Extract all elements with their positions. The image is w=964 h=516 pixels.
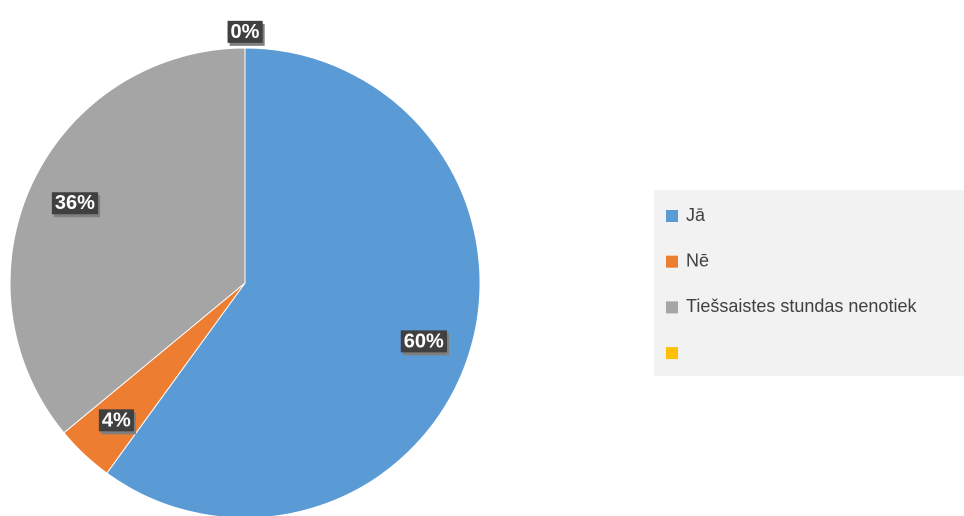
pie-slice xyxy=(106,47,481,516)
data-label-bg xyxy=(227,20,263,43)
data-label: 0% xyxy=(227,20,265,46)
legend-label: Nē xyxy=(686,250,709,270)
data-label: 60% xyxy=(400,330,450,356)
legend-swatch xyxy=(666,210,678,222)
legend-swatch xyxy=(666,301,678,314)
data-label-bg xyxy=(98,409,134,432)
data-label-text: 60% xyxy=(404,330,444,352)
legend-box xyxy=(654,190,964,376)
data-label-text: 4% xyxy=(102,409,131,431)
data-label-text: 0% xyxy=(231,21,260,43)
legend-label: Tiešsaistes stundas nenotiek xyxy=(686,296,917,316)
data-label-text: 36% xyxy=(55,192,95,214)
legend-label: Jā xyxy=(686,205,706,225)
pie-slice xyxy=(9,47,246,434)
data-label-bg xyxy=(400,330,448,353)
legend-swatch xyxy=(666,347,678,360)
legend-swatch xyxy=(666,255,678,268)
data-label: 4% xyxy=(98,409,136,435)
data-label: 36% xyxy=(51,192,101,218)
data-label-bg xyxy=(51,192,99,215)
